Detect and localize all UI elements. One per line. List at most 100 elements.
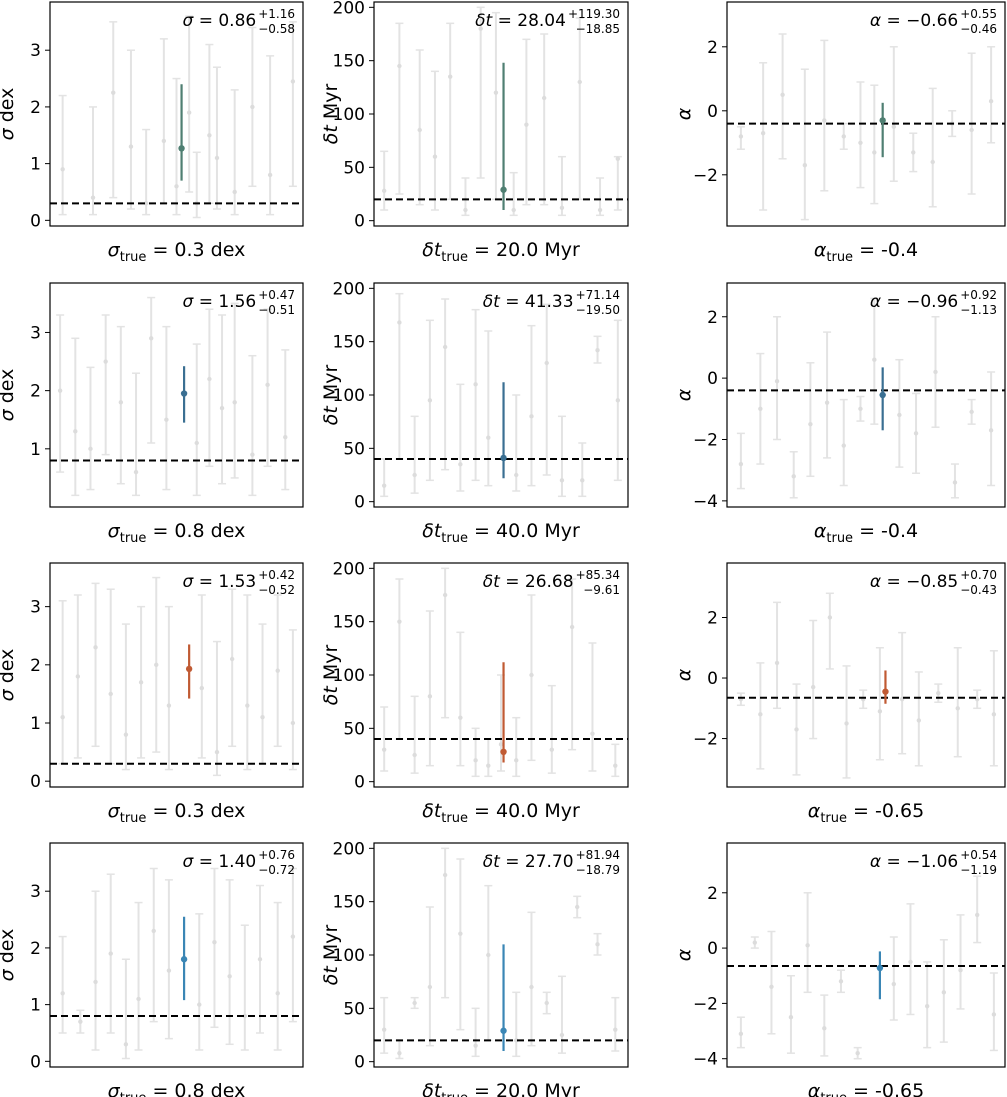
bg-point [265, 382, 270, 388]
y-tick-label: 0 [707, 102, 718, 122]
x-label-value: = 20.0 Myr [468, 239, 580, 261]
bg-errorbar [889, 46, 898, 182]
bg-point [111, 90, 116, 95]
y-tick-label: 2 [30, 98, 41, 118]
bg-errorbar [243, 594, 252, 771]
highlight-point [882, 688, 889, 695]
result-symbol: σ [183, 852, 195, 872]
bg-errorbar [137, 605, 146, 759]
y-tick-label: −4 [693, 492, 718, 512]
result-number: = 1.53 [193, 572, 256, 592]
bg-errorbar [756, 662, 765, 770]
bg-errorbar [149, 867, 158, 1023]
bg-errorbar [839, 398, 848, 487]
bg-errorbar [471, 727, 480, 778]
y-label-unit: Myr [320, 365, 342, 407]
bg-point [194, 440, 199, 446]
bg-point [149, 336, 154, 341]
bg-errorbar [889, 936, 898, 1021]
result-symbol: σ [183, 292, 195, 312]
result-value: δt = 27.70 [483, 852, 574, 872]
bg-point [381, 747, 387, 752]
bg-point [432, 154, 438, 159]
y-tick-label: 150 [333, 52, 365, 72]
y-tick-label: 100 [333, 946, 365, 966]
bg-point [544, 1000, 549, 1006]
x-label-value: = -0.65 [847, 1080, 924, 1097]
bg-errorbar [159, 38, 168, 205]
highlight-point [876, 964, 884, 972]
bg-errorbar [568, 578, 577, 751]
bg-errorbar [410, 415, 419, 494]
y-tick-label: 3 [30, 41, 41, 61]
bg-point [60, 991, 65, 996]
y-tick-label: 0 [30, 211, 41, 231]
y-tick-label: −2 [693, 730, 718, 750]
bg-point [493, 90, 499, 95]
bg-point [381, 188, 387, 193]
bg-point [242, 1013, 248, 1019]
bg-errorbar [172, 77, 181, 216]
y-label-symbol: δt [320, 405, 342, 426]
bg-errorbar [109, 21, 118, 199]
bg-point [381, 1027, 387, 1032]
bg-point [969, 127, 974, 133]
x-label-value: = 0.8 dex [146, 1080, 245, 1097]
bg-point [524, 122, 529, 127]
y-tick-label: 0 [707, 939, 718, 959]
axes-frame [49, 282, 304, 508]
bg-point [245, 703, 250, 708]
bg-point [174, 184, 179, 189]
bg-errorbar [906, 903, 915, 1016]
result-value: α = −1.06 [870, 852, 958, 872]
result-minus: −18.85 [576, 22, 620, 36]
bg-errorbar [578, 442, 587, 498]
bg-errorbar [557, 975, 566, 1054]
bg-point [758, 712, 763, 717]
bg-errorbar [192, 343, 201, 497]
bg-point [802, 163, 808, 168]
axes-frame [49, 1, 304, 227]
bg-errorbar [792, 683, 801, 776]
bg-errorbar [210, 867, 219, 1029]
y-label-symbol: δt [320, 685, 342, 706]
bg-errorbar [484, 884, 493, 1042]
bg-errorbar [425, 319, 434, 482]
bg-point [227, 974, 232, 979]
bg-errorbar [934, 683, 943, 703]
bg-point [133, 469, 139, 475]
result-symbol: δt [483, 852, 501, 872]
result-symbol: δt [483, 292, 501, 312]
bg-errorbar [912, 392, 921, 474]
result-minus: −18.79 [576, 863, 620, 877]
bg-point [458, 715, 463, 720]
result-minus: −0.52 [258, 583, 295, 597]
result-number: = 41.33 [500, 292, 574, 312]
y-axis-label: δt Myr [320, 365, 342, 426]
bg-point [559, 478, 565, 483]
bg-errorbar [898, 631, 907, 755]
y-tick-label: 200 [333, 279, 365, 299]
highlight-point [879, 391, 886, 399]
y-tick-label: −2 [693, 994, 718, 1014]
y-label-symbol: σ [0, 127, 18, 140]
bg-point [128, 144, 134, 149]
x-label-value: = 40.0 Myr [468, 800, 580, 822]
x-label-subscript: true [826, 531, 853, 546]
bg-errorbar [809, 619, 818, 740]
bg-point [613, 1027, 618, 1032]
bg-errorbar [228, 588, 237, 748]
highlight-point [178, 145, 185, 152]
bg-point [780, 92, 785, 98]
y-label-unit: Myr [320, 645, 342, 687]
bg-errorbar [593, 335, 602, 364]
bg-point [267, 172, 273, 178]
bg-errorbar [106, 588, 115, 765]
result-plus: +119.30 [568, 7, 620, 21]
bg-point [448, 74, 453, 79]
y-axis-label: α [673, 107, 695, 120]
result-minus: −0.58 [258, 22, 295, 36]
bg-errorbar [91, 582, 100, 748]
y-label-unit: dex [0, 88, 18, 129]
